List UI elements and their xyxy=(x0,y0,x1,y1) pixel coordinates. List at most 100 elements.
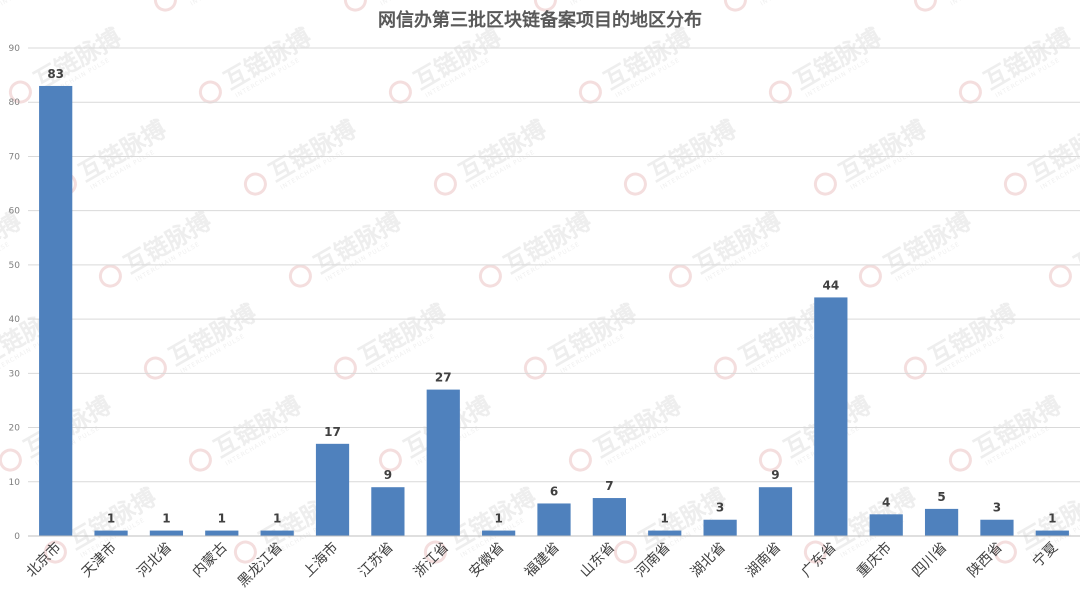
watermark-text: 互链脉搏 xyxy=(689,207,786,279)
bar xyxy=(703,519,737,536)
bar xyxy=(260,530,294,536)
bar xyxy=(482,530,516,536)
data-label: 27 xyxy=(435,371,452,385)
bar xyxy=(924,508,959,536)
x-tick-label: 内蒙古 xyxy=(190,540,231,581)
data-label: 7 xyxy=(605,479,613,493)
y-tick-label: 20 xyxy=(9,424,21,434)
x-axis-labels: 北京市 天津市 河北省 内蒙古 黑龙江省 上海市 江苏省 浙江省 安徽省 福建省 山东省 河南省 湖北省… xyxy=(23,539,1061,591)
watermark-subtext: INTERCHAIN PULSE xyxy=(0,0,66,7)
x-tick-label: 福建省 xyxy=(522,540,563,581)
watermark-text: 互链脉搏 xyxy=(409,23,506,95)
watermark-text: 互链脉搏 xyxy=(264,115,361,187)
bar xyxy=(980,519,1014,536)
bar xyxy=(648,530,682,536)
bar xyxy=(758,487,793,536)
bar xyxy=(94,530,128,536)
data-label: 3 xyxy=(716,501,724,515)
y-axis-ticks: 0 10 20 30 40 50 60 70 80 90 xyxy=(9,44,21,542)
watermark-text: 互链脉搏 xyxy=(119,207,216,279)
bar xyxy=(537,503,571,536)
watermark-text: 互链脉搏 xyxy=(1069,207,1080,279)
y-tick-label: 80 xyxy=(9,98,21,108)
bar xyxy=(426,389,460,536)
data-label: 1 xyxy=(273,512,281,526)
bar xyxy=(869,514,903,536)
x-tick-label: 浙江省 xyxy=(411,540,452,581)
bar xyxy=(592,498,626,536)
data-label: 17 xyxy=(324,425,341,439)
chart-title: 网信办第三批区块链备案项目的地区分布 xyxy=(378,9,702,31)
data-label: 4 xyxy=(882,495,890,509)
bar xyxy=(371,487,405,536)
x-tick-label: 上海市 xyxy=(300,539,342,581)
bar xyxy=(39,85,73,536)
y-tick-label: 60 xyxy=(9,207,21,217)
data-label: 1 xyxy=(1048,512,1056,526)
y-tick-label: 50 xyxy=(9,261,21,271)
y-tick-label: 70 xyxy=(9,152,21,162)
watermark-text: 互链脉搏 xyxy=(309,207,406,279)
y-tick-label: 30 xyxy=(9,369,21,379)
y-tick-label: 10 xyxy=(9,478,21,488)
data-label: 9 xyxy=(771,468,779,482)
watermark-text: 互链脉搏 xyxy=(219,23,316,95)
watermark-text: 互链脉搏 xyxy=(924,299,1021,371)
watermark-text: 互链脉搏 xyxy=(644,115,741,187)
watermark-subtext: INTERCHAIN PULSE xyxy=(569,0,636,7)
x-tick-label: 河北省 xyxy=(134,540,175,581)
x-tick-label: 江苏省 xyxy=(356,540,397,581)
watermark-text: 互链脉搏 xyxy=(74,115,171,187)
y-tick-label: 0 xyxy=(14,532,20,542)
data-label: 1 xyxy=(107,512,115,526)
data-label: 1 xyxy=(661,512,669,526)
x-tick-label: 山东省 xyxy=(577,540,618,581)
data-label: 44 xyxy=(822,278,839,292)
y-tick-label: 90 xyxy=(9,44,21,54)
x-tick-label: 广东省 xyxy=(799,540,840,581)
data-label: 3 xyxy=(993,501,1001,515)
data-label: 83 xyxy=(47,67,64,81)
bars xyxy=(39,85,1069,536)
bar xyxy=(149,530,184,536)
x-tick-label: 湖南省 xyxy=(743,540,784,581)
data-label: 9 xyxy=(384,468,392,482)
data-label: 6 xyxy=(550,484,558,498)
watermark-subtext: INTERCHAIN PULSE xyxy=(189,0,256,7)
watermark-text: 互链脉搏 xyxy=(354,299,451,371)
watermark-text: 互链脉搏 xyxy=(544,299,641,371)
bar xyxy=(814,297,848,536)
watermark-subtext: INTERCHAIN PULSE xyxy=(949,0,1016,7)
x-tick-label: 四川省 xyxy=(909,540,950,581)
watermark-text: 互链脉搏 xyxy=(789,23,886,95)
watermark-text: 互链脉搏 xyxy=(164,299,261,371)
watermark-text: 互链脉搏 xyxy=(979,23,1076,95)
x-tick-label: 湖北省 xyxy=(688,540,729,581)
x-tick-label: 黑龙江省 xyxy=(235,540,286,591)
x-tick-label: 北京市 xyxy=(23,539,65,581)
